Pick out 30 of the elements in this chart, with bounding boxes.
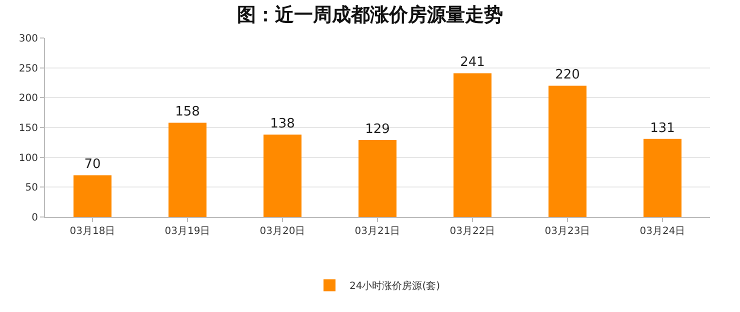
- chart-title: 图：近一周成都涨价房源量走势: [237, 4, 503, 26]
- x-tick-label: 03月18日: [70, 226, 116, 237]
- x-tick-label: 03月20日: [260, 226, 306, 237]
- y-tick-label: 250: [18, 63, 38, 74]
- y-tick-label: 50: [25, 182, 38, 194]
- bar: [264, 134, 302, 217]
- bar: [548, 86, 586, 217]
- x-tick-label: 03月24日: [640, 226, 686, 237]
- y-tick-label: 0: [32, 212, 38, 224]
- data-label: 129: [365, 122, 390, 138]
- data-label: 70: [84, 157, 101, 172]
- data-label: 158: [175, 104, 200, 120]
- y-tick-label: 200: [18, 93, 38, 104]
- x-tick-label: 03月22日: [450, 226, 496, 237]
- bar: [74, 175, 112, 217]
- bar: [454, 73, 492, 217]
- y-tick-label: 100: [18, 152, 38, 164]
- data-label: 241: [460, 55, 485, 70]
- x-tick-label: 03月19日: [164, 226, 210, 237]
- y-tick-label: 300: [18, 34, 38, 44]
- data-label: 138: [270, 116, 295, 132]
- data-label: 220: [555, 68, 580, 83]
- bar: [644, 138, 682, 217]
- x-tick-label: 03月23日: [544, 226, 590, 237]
- x-tick-label: 03月21日: [354, 226, 400, 237]
- bar: [168, 122, 206, 217]
- legend-label: 24小时涨价房源(套): [350, 280, 440, 292]
- y-tick-label: 150: [18, 123, 38, 134]
- data-label: 131: [650, 120, 675, 136]
- bar: [358, 140, 396, 217]
